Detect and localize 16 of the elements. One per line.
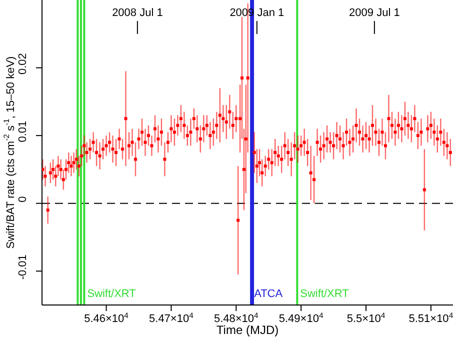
annotation: 2009 Jul 1 [349, 7, 400, 19]
ref-line-label: Swift/XRT [87, 288, 136, 300]
y-tick-label: 0.01 [17, 120, 29, 142]
y-tick-label: 0 [17, 196, 29, 202]
x-tick-label: 5.48×10$^{4}$ [214, 310, 260, 325]
x-tick-label: 5.49×10$^{4}$ [278, 310, 324, 325]
ref-line-label: ATCA [254, 288, 284, 300]
x-tick-label: 5.47×10$^{4}$ [149, 310, 194, 325]
y-tick-label: -0.01 [17, 254, 29, 280]
y-tick-label: 0.02 [17, 53, 29, 74]
x-tick-label: 5.46×10$^{4}$ [84, 310, 130, 325]
annotation: 2008 Jul 1 [112, 7, 163, 19]
x-tick-label: 5.51×10$^{4}$ [408, 310, 454, 325]
ref-line-label: Swift/XRT [300, 288, 350, 300]
x-tick-label: 5.5×10$^{4}$ [346, 310, 386, 325]
x-axis-title: Time (MJD) [216, 323, 279, 337]
